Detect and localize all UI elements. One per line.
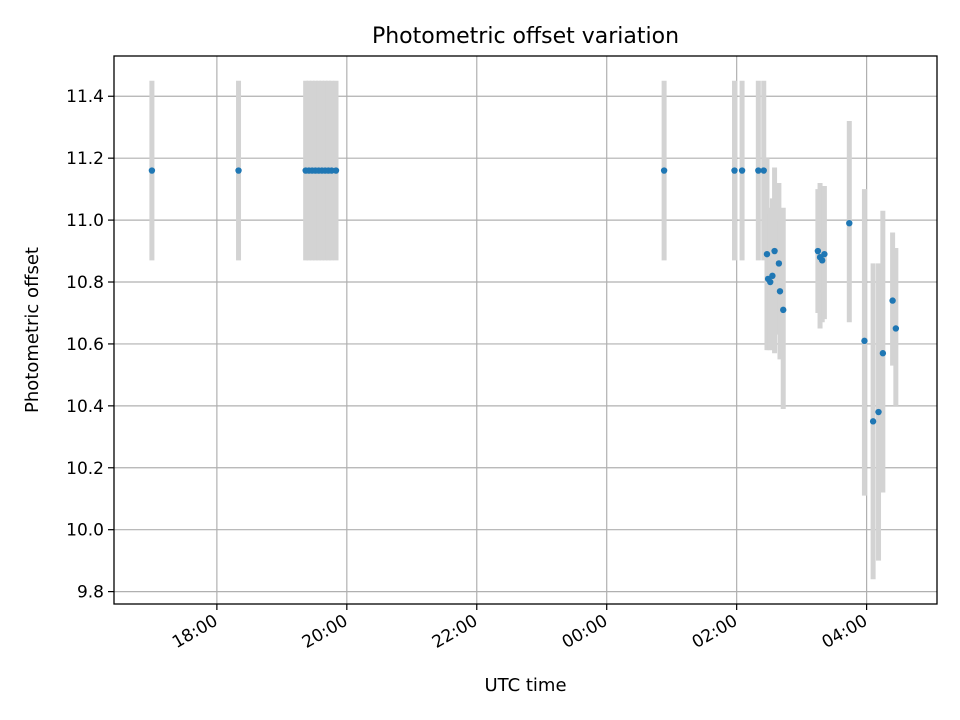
grid xyxy=(114,56,937,604)
x-tick-label: 04:00 xyxy=(819,611,871,653)
ticks: 9.8 10.0 10.2 10.4 10.6 10.8 11.0 11.2 11.4 18:00… xyxy=(66,87,871,653)
y-tick-label: 11.2 xyxy=(66,149,104,169)
data-point xyxy=(763,250,771,258)
x-tick-label: 22:00 xyxy=(429,611,481,653)
data-point xyxy=(731,167,738,174)
error-bars xyxy=(149,80,899,580)
data-points xyxy=(148,167,900,425)
y-tick-label: 11.0 xyxy=(66,211,104,231)
x-tick-label: 00:00 xyxy=(559,611,611,653)
y-axis-label: Photometric offset xyxy=(22,247,43,413)
data-point xyxy=(235,167,242,174)
data-point xyxy=(760,167,767,174)
chart-title: Photometric offset variation xyxy=(372,24,679,49)
y-tick-label: 10.8 xyxy=(66,273,104,293)
data-point xyxy=(889,297,896,304)
y-tick-label: 10.2 xyxy=(66,459,104,479)
data-point xyxy=(148,167,156,174)
y-tick-label: 9.8 xyxy=(77,583,104,603)
data-point xyxy=(738,167,746,174)
data-point xyxy=(869,418,877,425)
data-point xyxy=(814,247,822,255)
data-point xyxy=(776,288,784,295)
data-point xyxy=(846,219,853,227)
data-point xyxy=(660,167,668,174)
data-point xyxy=(755,167,762,174)
data-point xyxy=(821,250,828,258)
data-point xyxy=(819,257,826,264)
data-point xyxy=(332,167,340,174)
data-point xyxy=(767,278,774,286)
y-tick-label: 10.6 xyxy=(66,335,104,355)
data-point xyxy=(775,260,783,267)
x-tick-label: 18:00 xyxy=(169,611,221,653)
data-point xyxy=(861,337,868,345)
y-tick-label: 10.4 xyxy=(66,397,104,417)
y-tick-label: 10.0 xyxy=(66,521,104,541)
data-point xyxy=(875,408,882,416)
y-tick-label: 11.4 xyxy=(66,87,104,107)
data-point xyxy=(771,247,778,255)
data-point xyxy=(780,306,787,314)
data-point xyxy=(892,325,900,332)
plot-frame xyxy=(113,55,938,605)
x-tick-label: 02:00 xyxy=(689,611,741,653)
data-point xyxy=(879,350,887,357)
x-tick-label: 20:00 xyxy=(299,611,351,653)
data-point xyxy=(769,272,776,280)
x-axis-label: UTC time xyxy=(484,675,566,696)
